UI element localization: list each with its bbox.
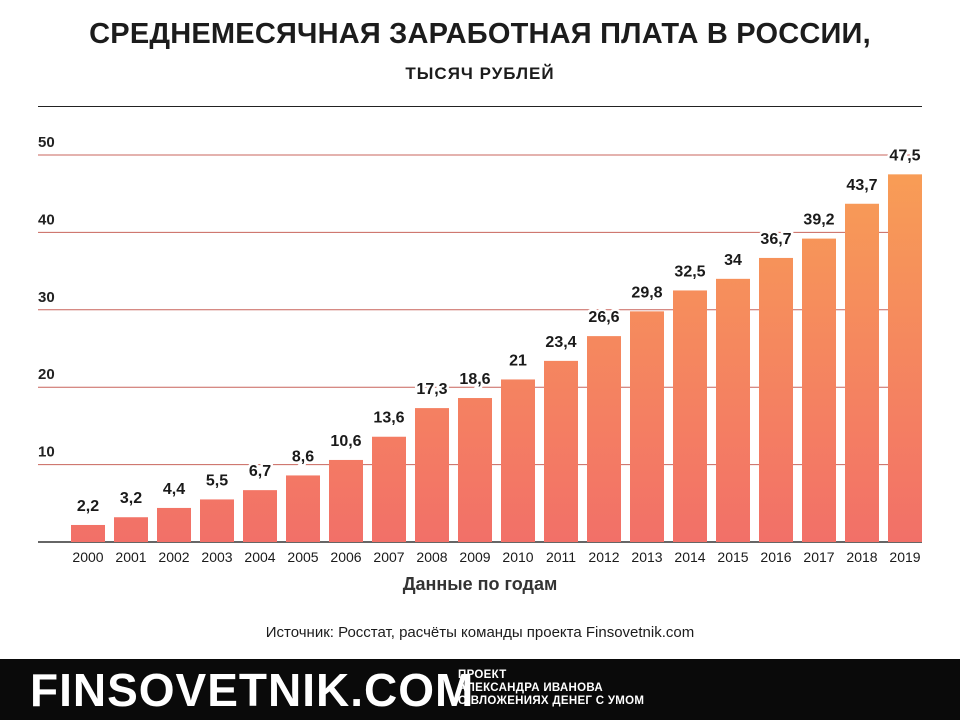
- footer-bar: FINSOVETNIK.COM ПРОЕКТ АЛЕКСАНДРА ИВАНОВ…: [0, 659, 960, 720]
- x-tick-label: 2012: [588, 549, 619, 565]
- x-tick-label: 2013: [631, 549, 662, 565]
- bar-value-label: 2,2: [77, 498, 99, 515]
- x-tick-label: 2009: [459, 549, 490, 565]
- y-tick-label: 40: [38, 211, 55, 228]
- bar: [114, 517, 148, 542]
- title-divider: [38, 106, 922, 107]
- bar: [888, 174, 922, 542]
- brand-logo: FINSOVETNIK.COM: [30, 664, 475, 716]
- chart-subtitle: ТЫСЯЧ РУБЛЕЙ: [405, 64, 555, 83]
- y-tick-label: 50: [38, 134, 55, 151]
- bar: [802, 238, 836, 543]
- x-tick-label: 2014: [674, 549, 705, 565]
- bar: [630, 311, 664, 542]
- x-tick-label: 2002: [158, 549, 189, 565]
- tagline-line: О ВЛОЖЕНИЯХ ДЕНЕГ С УМОМ: [458, 695, 645, 707]
- tagline-line: ПРОЕКТ: [458, 669, 507, 681]
- bar: [286, 475, 320, 542]
- bar-value-label: 5,5: [206, 472, 228, 489]
- bar-value-label: 4,4: [163, 481, 185, 498]
- bar-value-label: 39,2: [803, 212, 834, 229]
- y-tick-label: 30: [38, 289, 55, 306]
- x-axis-label: Данные по годам: [402, 574, 558, 594]
- bar-value-label: 32,5: [674, 263, 705, 280]
- bar-value-label: 3,2: [120, 490, 142, 507]
- bar-value-label: 6,7: [249, 463, 271, 480]
- x-tick-label: 2015: [717, 549, 748, 565]
- brand-tagline: ПРОЕКТ АЛЕКСАНДРА ИВАНОВА О ВЛОЖЕНИЯХ ДЕ…: [458, 669, 644, 708]
- chart-title: СРЕДНЕМЕСЯЧНАЯ ЗАРАБОТНАЯ ПЛАТА В РОССИИ…: [89, 18, 871, 50]
- bar: [71, 524, 105, 542]
- x-tick-label: 2004: [244, 549, 275, 565]
- bar-value-label: 47,5: [889, 147, 920, 164]
- bar-value-label: 17,3: [416, 381, 447, 398]
- bar-value-label: 43,7: [846, 177, 877, 194]
- bar-value-label: 8,6: [292, 448, 314, 465]
- x-tick-label: 2006: [330, 549, 361, 565]
- x-tick-label: 2000: [72, 549, 103, 565]
- bar: [716, 278, 750, 542]
- bar-value-label: 26,6: [588, 309, 619, 326]
- bar: [157, 507, 191, 542]
- bar: [415, 408, 449, 542]
- y-tick-label: 10: [38, 444, 55, 461]
- bar-value-label: 13,6: [373, 410, 404, 427]
- bar: [759, 257, 793, 542]
- bar: [458, 398, 492, 542]
- bar-value-label: 21: [509, 352, 527, 369]
- x-tick-label: 2003: [201, 549, 232, 565]
- x-tick-label: 2011: [546, 549, 576, 565]
- bar: [501, 379, 535, 542]
- x-tick-label: 2001: [115, 549, 146, 565]
- x-tick-label: 2019: [889, 549, 920, 565]
- x-tick-label: 2017: [803, 549, 834, 565]
- tagline-line: АЛЕКСАНДРА ИВАНОВА: [458, 682, 604, 694]
- bar: [673, 290, 707, 542]
- x-tick-label: 2018: [846, 549, 877, 565]
- bar-value-label: 18,6: [459, 371, 490, 388]
- bar-value-label: 34: [724, 252, 742, 269]
- x-tick-label: 2016: [760, 549, 791, 565]
- bar-value-label: 36,7: [760, 231, 791, 248]
- bar: [587, 336, 621, 542]
- bar: [243, 490, 277, 542]
- bar: [372, 436, 406, 542]
- bar: [544, 360, 578, 542]
- bar-value-label: 10,6: [330, 433, 361, 450]
- x-tick-label: 2007: [373, 549, 404, 565]
- y-tick-label: 20: [38, 366, 55, 383]
- bar: [845, 203, 879, 542]
- x-tick-label: 2005: [287, 549, 318, 565]
- x-tick-label: 2010: [502, 549, 533, 565]
- bar-value-label: 23,4: [545, 334, 576, 351]
- bar-value-label: 29,8: [631, 284, 662, 301]
- x-tick-label: 2008: [416, 549, 447, 565]
- source-note: Источник: Росстат, расчёты команды проек…: [265, 624, 695, 641]
- bar: [200, 499, 234, 542]
- bar: [329, 459, 363, 542]
- bar-chart: 10 20 30 40 50 2,2 2000 3,2 2001 4,4 2002 5,5 2003 6…: [38, 134, 923, 565]
